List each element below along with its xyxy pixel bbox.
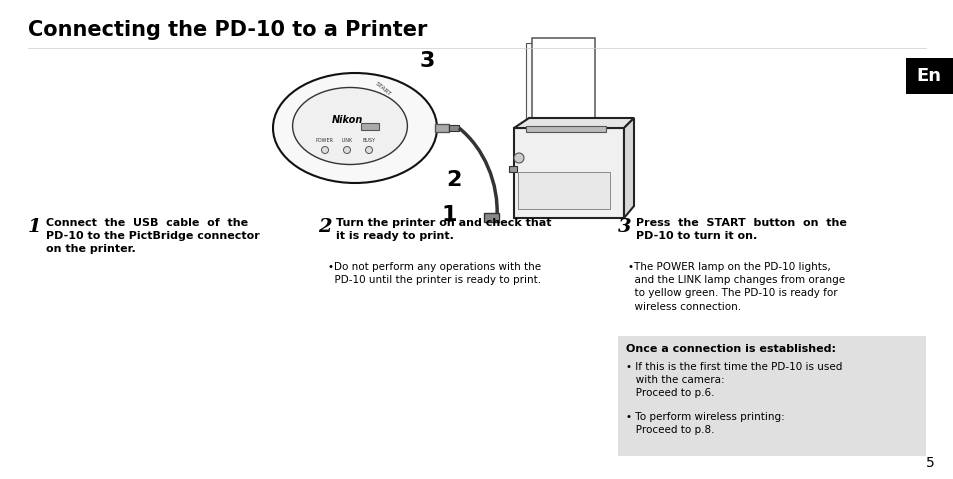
FancyBboxPatch shape [509,166,517,172]
Text: • To perform wireless printing:
   Proceed to p.8.: • To perform wireless printing: Proceed … [625,412,784,435]
Text: Nikon: Nikon [331,115,362,125]
Text: LINK: LINK [341,138,353,143]
Text: En: En [916,67,941,85]
Circle shape [343,147,350,153]
Polygon shape [514,128,623,218]
Text: 1: 1 [28,218,42,236]
FancyBboxPatch shape [905,58,953,94]
Text: • If this is the first time the PD-10 is used
   with the camera:
   Proceed to : • If this is the first time the PD-10 is… [625,362,841,399]
Text: 3: 3 [618,218,631,236]
FancyBboxPatch shape [360,123,378,130]
Text: START: START [374,81,392,97]
Polygon shape [525,43,588,123]
Text: Connecting the PD-10 to a Printer: Connecting the PD-10 to a Printer [28,20,427,40]
Text: 3: 3 [419,51,435,71]
FancyBboxPatch shape [435,124,449,132]
Text: Once a connection is established:: Once a connection is established: [625,344,835,354]
Polygon shape [514,118,634,128]
FancyBboxPatch shape [517,172,609,209]
Text: 5: 5 [924,456,933,470]
FancyBboxPatch shape [525,126,605,132]
Ellipse shape [293,88,407,164]
Text: •The POWER lamp on the PD-10 lights,
  and the LINK lamp changes from orange
  t: •The POWER lamp on the PD-10 lights, and… [627,262,844,312]
Polygon shape [532,38,595,123]
FancyBboxPatch shape [483,213,498,222]
Text: 1: 1 [441,205,456,225]
Polygon shape [623,118,634,218]
Circle shape [514,153,523,163]
Text: BUSY: BUSY [362,138,375,143]
Text: Connect  the  USB  cable  of  the
PD-10 to the PictBridge connector
on the print: Connect the USB cable of the PD-10 to th… [46,218,259,254]
Text: Press  the  START  button  on  the
PD-10 to turn it on.: Press the START button on the PD-10 to t… [636,218,846,241]
Text: 2: 2 [317,218,332,236]
Text: Turn the printer on and check that
it is ready to print.: Turn the printer on and check that it is… [335,218,551,241]
Text: •Do not perform any operations with the
  PD-10 until the printer is ready to pr: •Do not perform any operations with the … [328,262,540,285]
FancyBboxPatch shape [618,336,925,456]
Circle shape [365,147,372,153]
FancyBboxPatch shape [449,125,458,131]
Ellipse shape [273,73,436,183]
Circle shape [321,147,328,153]
Text: 2: 2 [446,170,461,190]
Text: POWER: POWER [315,138,334,143]
